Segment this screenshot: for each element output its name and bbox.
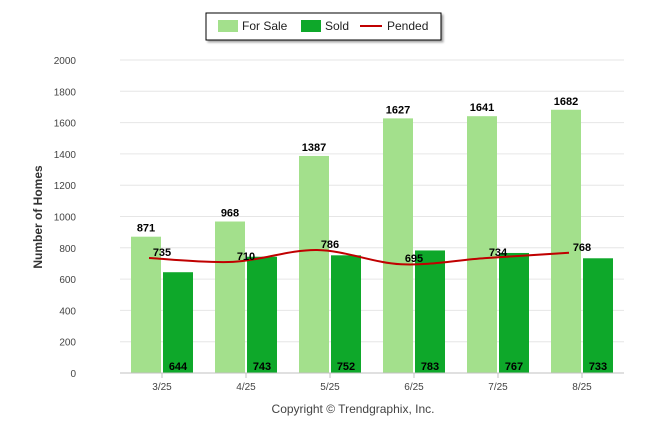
x-tick-label: 6/25	[404, 382, 424, 393]
for-sale-bar	[551, 109, 581, 373]
sold-bar	[583, 258, 613, 373]
y-tick-label: 200	[59, 338, 76, 349]
for-sale-bar	[299, 155, 329, 373]
x-tick-label: 3/25	[152, 382, 172, 393]
for-sale-bar	[383, 118, 413, 373]
sold-data-label: 743	[253, 361, 271, 373]
for-sale-data-label: 1387	[302, 142, 326, 154]
sold-bar	[331, 255, 361, 373]
pended-line	[148, 248, 570, 266]
for-sale-data-label: 968	[221, 208, 239, 220]
sold-bar	[415, 250, 445, 373]
x-tick-label: 4/25	[236, 382, 256, 393]
for-sale-data-label: 1641	[470, 102, 494, 114]
x-tick-label: 8/25	[572, 382, 592, 393]
for-sale-data-label: 1682	[554, 96, 578, 108]
y-tick-label: 800	[59, 244, 76, 255]
pended-data-label: 695	[405, 253, 423, 265]
sold-data-label: 783	[421, 361, 439, 373]
pended-legend-label: Pended	[387, 19, 428, 33]
sold-data-label: 752	[337, 361, 355, 373]
bars	[131, 109, 613, 373]
pended-line-layer	[148, 248, 570, 266]
y-tick-label: 1200	[54, 181, 77, 192]
sold-data-label: 644	[169, 361, 188, 373]
pended-data-label: 710	[237, 251, 255, 263]
pended-data-label: 768	[573, 242, 591, 254]
y-tick-label: 1800	[54, 87, 77, 98]
data-labels: 871 644 968 743 1387 752 1627 783 1641 767 1682 733…	[137, 96, 607, 373]
for-sale-data-label: 871	[137, 223, 155, 235]
for-sale-data-label: 1627	[386, 104, 410, 116]
y-axis-title: Number of Homes	[31, 165, 45, 269]
legend-box	[205, 12, 442, 41]
axes: 0 200 400 600 800 1000 1200 1400 1600 1800 2000 3/2…	[54, 56, 624, 393]
y-tick-label: 1000	[54, 213, 77, 224]
y-tick-label: 0	[70, 369, 76, 380]
y-tick-label: 2000	[54, 56, 77, 67]
for-sale-bar	[467, 116, 497, 373]
y-tick-label: 1400	[54, 150, 77, 161]
y-tick-label: 400	[59, 306, 76, 317]
sold-data-label: 767	[505, 361, 523, 373]
legend[interactable]: For Sale Sold Pended	[205, 12, 442, 41]
grid-lines	[120, 59, 624, 374]
pended-data-label: 735	[153, 247, 171, 259]
copyright-text: Copyright © Trendgraphix, Inc.	[272, 402, 435, 416]
pended-data-label: 786	[321, 239, 339, 251]
x-tick-label: 7/25	[488, 382, 508, 393]
for-sale-bar	[215, 221, 245, 373]
for-sale-legend-swatch	[218, 20, 238, 32]
sold-legend-swatch	[301, 20, 321, 32]
pended-data-label: 734	[489, 247, 508, 259]
sold-bar	[247, 256, 277, 373]
y-tick-label: 1600	[54, 119, 77, 130]
x-tick-label: 5/25	[320, 382, 340, 393]
y-tick-label: 600	[59, 275, 76, 286]
sold-data-label: 733	[589, 361, 607, 373]
sold-legend-label: Sold	[325, 19, 349, 33]
for-sale-legend-label: For Sale	[242, 19, 288, 33]
sold-bar	[163, 272, 193, 373]
sold-bar	[499, 252, 529, 373]
